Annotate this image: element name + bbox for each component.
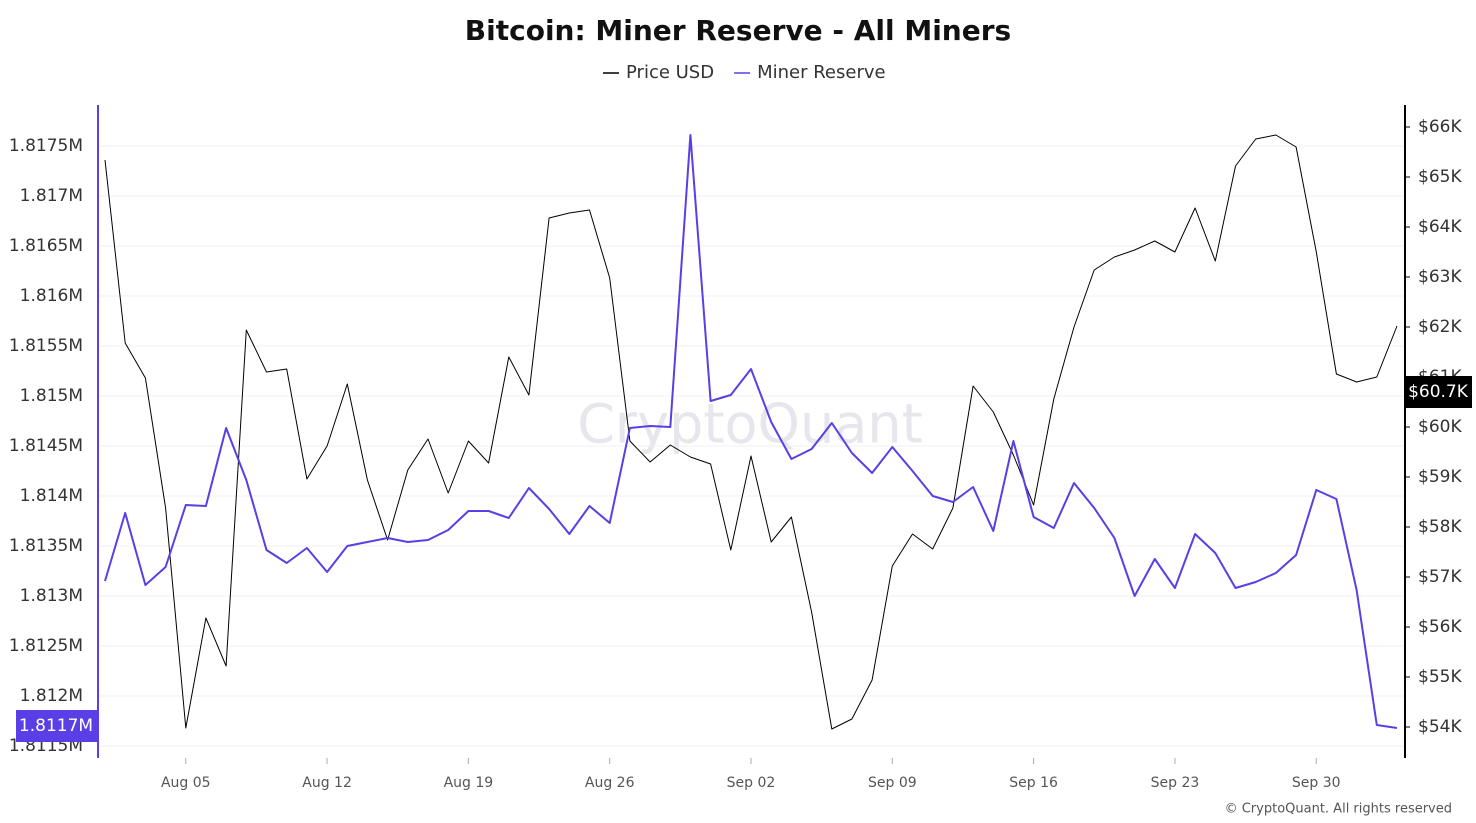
y2-tick-label: $59K [1418, 467, 1462, 487]
series-line [104, 134, 1398, 730]
y2-tick-label: $65K [1418, 167, 1462, 187]
x-tick-label: Sep 09 [868, 775, 917, 791]
x-tick-label: Sep 16 [1009, 775, 1058, 791]
y2-tick-label: $63K [1418, 267, 1462, 287]
x-tick-label: Sep 02 [727, 775, 776, 791]
y-tick-label: 1.8175M [9, 136, 83, 156]
y2-tick-label: $62K [1418, 317, 1462, 337]
y-tick-label: 1.8145M [9, 436, 83, 456]
watermark: CryptoQuant [577, 393, 923, 456]
y2-tick-label: $64K [1418, 217, 1462, 237]
x-tick-label: Aug 05 [161, 775, 211, 791]
value-tag-label: $60.7K [1408, 382, 1469, 402]
y2-tick-label: $54K [1418, 717, 1462, 737]
y-tick-label: 1.8165M [9, 236, 83, 256]
x-tick-label: Aug 19 [444, 775, 494, 791]
y2-tick-label: $60K [1418, 417, 1462, 437]
series-line [104, 134, 1398, 729]
y-tick-label: 1.8135M [9, 536, 83, 556]
x-tick-label: Sep 30 [1292, 775, 1341, 791]
x-tick-label: Sep 23 [1151, 775, 1200, 791]
y2-tick-label: $66K [1418, 117, 1462, 137]
x-tick-label: Aug 12 [302, 775, 352, 791]
value-tag [16, 710, 98, 742]
footer: © CryptoQuant. All rights reserved [1225, 802, 1452, 817]
y-tick-label: 1.814M [20, 486, 83, 506]
y2-tick-label: $56K [1418, 617, 1462, 637]
y2-tick-label: $58K [1418, 517, 1462, 537]
x-tick-label: Aug 26 [585, 775, 635, 791]
y-tick-label: 1.8155M [9, 336, 83, 356]
y-tick-label: 1.817M [20, 186, 83, 206]
chart-title: Bitcoin: Miner Reserve - All Miners [465, 14, 1011, 47]
y-tick-label: 1.812M [20, 686, 83, 706]
y-tick-label: 1.816M [20, 286, 83, 306]
y2-tick-label: $55K [1418, 667, 1462, 687]
y-tick-label: 1.815M [20, 386, 83, 406]
legend-label: Price USD [626, 62, 714, 83]
value-tag-label: 1.8117M [19, 716, 93, 736]
value-tag [1405, 376, 1472, 408]
y-tick-label: 1.813M [20, 586, 83, 606]
y-tick-label: 1.8125M [9, 636, 83, 656]
y2-tick-label: $57K [1418, 567, 1462, 587]
legend-label: Miner Reserve [757, 62, 886, 83]
